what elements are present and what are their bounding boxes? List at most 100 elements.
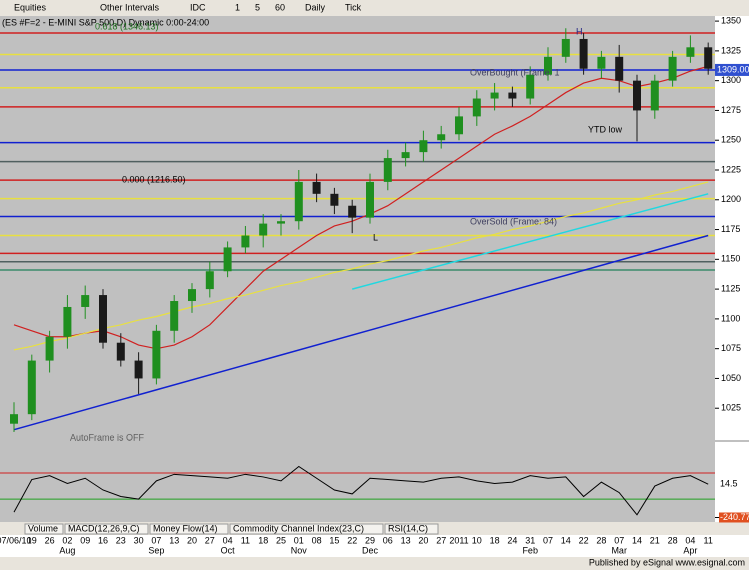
oscillator-axis	[715, 442, 749, 522]
x-tick-label: 07	[614, 535, 624, 545]
annotation: 0.618 (1346.13)	[95, 21, 159, 31]
candle-body	[152, 330, 161, 379]
tab-label[interactable]: Commodity Channel Index(23,C)	[233, 523, 364, 533]
oscillator-last-value: 14.5	[720, 479, 738, 489]
month-label: Sep	[148, 545, 164, 555]
toolbar-button[interactable]: 1	[235, 2, 240, 12]
oscillator-tick-label: -240.77	[720, 512, 749, 522]
x-tick-label: 29	[365, 535, 375, 545]
x-tick-label: 26	[45, 535, 55, 545]
x-tick-label: 25	[276, 535, 286, 545]
candle-body	[401, 152, 410, 159]
y-tick-label: 1175	[721, 224, 740, 234]
price-marker-label: 1309.00	[717, 64, 749, 74]
x-tick-label: 2011	[449, 535, 468, 545]
toolbar-button[interactable]: Daily	[305, 2, 326, 12]
candle-body	[223, 247, 232, 272]
x-tick-label: 22	[347, 535, 357, 545]
x-tick-label: 01	[294, 535, 304, 545]
candle-body	[63, 306, 72, 337]
toolbar-button[interactable]: Tick	[345, 2, 362, 12]
y-tick-label: 1200	[721, 194, 741, 204]
x-tick-label: 08	[312, 535, 322, 545]
x-tick-label: 06	[383, 535, 393, 545]
x-tick-label: 16	[98, 535, 108, 545]
candle-body	[277, 221, 285, 224]
candle-body	[490, 92, 499, 99]
x-tick-label: 18	[258, 535, 268, 545]
x-tick-label: 20	[418, 535, 428, 545]
y-tick-label: 1350	[721, 15, 741, 25]
candle-body	[134, 360, 143, 379]
annotation: 0.000 (1216.50)	[122, 174, 186, 184]
date-axis	[0, 535, 749, 557]
candle-body	[312, 181, 321, 194]
x-tick-label: 13	[169, 535, 179, 545]
y-tick-label: 1075	[721, 343, 741, 353]
month-label: Mar	[611, 545, 627, 555]
candle-body	[668, 56, 677, 81]
candle-body	[526, 74, 535, 99]
x-tick-label: 02	[62, 535, 72, 545]
candle-body	[241, 235, 250, 248]
toolbar-button[interactable]: 5	[255, 2, 260, 12]
candle-body	[10, 414, 18, 424]
tab-label[interactable]: RSI(14,C)	[388, 523, 428, 533]
candle-body	[579, 38, 588, 69]
y-tick-label: 1150	[721, 254, 740, 264]
x-tick-label: 11	[241, 535, 250, 545]
candle-body	[544, 56, 552, 75]
x-tick-label: 09	[80, 535, 90, 545]
tab[interactable]	[24, 523, 64, 535]
tab[interactable]	[64, 523, 149, 535]
x-tick-label: 11	[704, 535, 713, 545]
x-tick-label: 22	[579, 535, 589, 545]
x-tick-label: 13	[401, 535, 411, 545]
y-tick-label: 1225	[721, 164, 741, 174]
annotation: H	[576, 26, 583, 36]
candle-body	[437, 134, 446, 141]
candle-body	[419, 140, 428, 153]
month-label: Aug	[59, 545, 75, 555]
toolbar	[0, 0, 749, 16]
month-label: Dec	[362, 545, 379, 555]
month-label: Oct	[221, 545, 236, 555]
y-tick-label: 1025	[721, 403, 741, 413]
candle-body	[704, 47, 713, 69]
y-tick-label: 1300	[721, 75, 741, 85]
y-tick-label: 1100	[721, 313, 740, 323]
oscillator-tick-box	[719, 512, 749, 523]
x-tick-label: 07	[543, 535, 553, 545]
toolbar-button[interactable]: Equities	[14, 2, 47, 12]
candle-body	[294, 181, 303, 222]
annotation: OverSold (Frame: 84)	[470, 216, 557, 226]
toolbar-button[interactable]: 60	[275, 2, 285, 12]
candle-body	[508, 92, 517, 99]
x-tick-label: 23	[116, 535, 126, 545]
tab[interactable]	[384, 523, 439, 535]
candle-body	[597, 56, 606, 69]
month-label: Feb	[522, 545, 538, 555]
month-label: Apr	[683, 545, 697, 555]
toolbar-button[interactable]: Other Intervals	[100, 2, 160, 12]
x-tick-label: 14	[561, 535, 571, 545]
tab-label[interactable]: MACD(12,26,9,C)	[68, 523, 140, 533]
footer: Published by eSignal www.esignal.com	[589, 557, 745, 567]
toolbar-button[interactable]: IDC	[190, 2, 206, 12]
tab-label[interactable]: Money Flow(14)	[153, 523, 218, 533]
x-tick-label: 24	[507, 535, 517, 545]
x-tick-label: 07/06/10	[0, 535, 32, 545]
tab[interactable]	[149, 523, 229, 535]
tab[interactable]	[229, 523, 384, 535]
candle-body	[330, 193, 339, 206]
candle-body	[259, 223, 268, 236]
x-tick-label: 27	[436, 535, 446, 545]
y-tick-label: 1050	[721, 373, 741, 383]
x-tick-label: 14	[632, 535, 642, 545]
tab-label[interactable]: Volume	[28, 523, 58, 533]
x-tick-label: 04	[685, 535, 695, 545]
oscillator-panel	[0, 442, 715, 522]
x-tick-label: 30	[134, 535, 144, 545]
y-tick-label: 1250	[721, 135, 741, 145]
